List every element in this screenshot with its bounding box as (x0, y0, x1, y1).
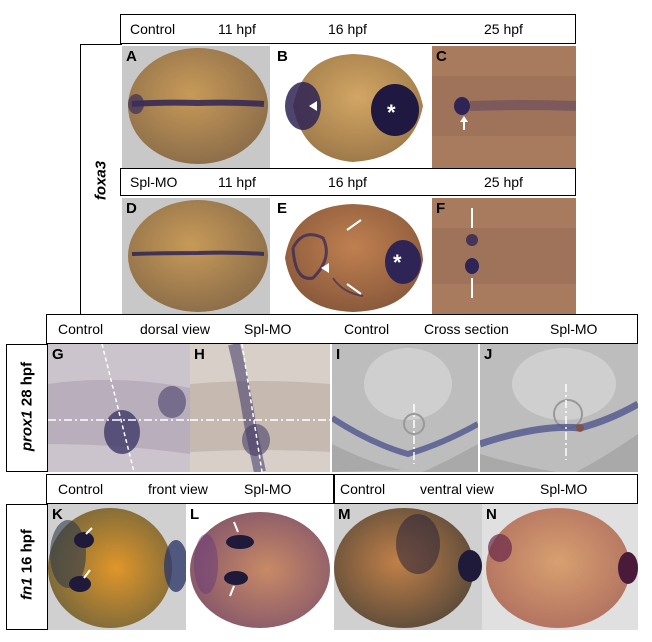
panel-i: I (332, 344, 478, 472)
panel-c: C (432, 46, 576, 168)
row3-front-label: front view (148, 481, 208, 497)
header-16hpf-b-label: 16 hpf (328, 174, 367, 190)
panel-letter-i: I (336, 346, 341, 363)
header-splmo-label: Spl-MO (130, 174, 178, 190)
row3-splmo-label: Spl-MO (244, 481, 292, 497)
header-11hpf-label: 11 hpf (218, 21, 256, 37)
panel-g: G (48, 344, 190, 472)
row2-splmo-label: Spl-MO (244, 321, 292, 337)
panel-h: H (190, 344, 330, 472)
fn1-gene-label: fn1 16 hpf (18, 529, 36, 600)
panel-letter-f: F (436, 200, 446, 217)
panel-m: M (334, 504, 482, 630)
asterisk-mark-e: * (393, 250, 402, 275)
header-11hpf-b-label: 11 hpf (218, 174, 256, 190)
panel-letter-e: E (277, 200, 288, 217)
header-25hpf-label: 25 hpf (484, 21, 523, 37)
row3-splmo2-label: Spl-MO (540, 481, 588, 497)
row3-header-right (334, 474, 638, 504)
row2-header (46, 314, 638, 344)
foxa3-gene-label: foxa3 (92, 160, 110, 201)
row3-header-left (46, 474, 334, 504)
panel-letter-j: J (484, 346, 493, 363)
row2-control-label: Control (58, 321, 104, 337)
panel-letter-b: B (277, 48, 288, 65)
panel-letter-g: G (52, 346, 64, 363)
panel-k: K (48, 504, 186, 630)
panel-f: F (432, 198, 576, 316)
panel-letter-l: L (190, 506, 200, 523)
panel-letter-c: C (436, 48, 447, 65)
panel-d: D (122, 198, 270, 316)
foxa3-label-box (80, 44, 122, 317)
row2-splmo2-label: Spl-MO (550, 321, 598, 337)
panel-l: L (186, 504, 334, 630)
panel-e: E * (273, 198, 429, 316)
panel-letter-k: K (52, 506, 63, 523)
prox1-label-box (6, 344, 48, 472)
prox1-gene-label: prox1 28 hpf (18, 361, 36, 452)
row3-ventral-label: ventral view (420, 481, 494, 497)
header-25hpf-b-label: 25 hpf (484, 174, 523, 190)
panel-j: J (480, 344, 638, 472)
panel-letter-h: H (194, 346, 205, 363)
fn1-label-box (6, 504, 48, 630)
row1-header-splmo (120, 168, 576, 196)
row2-dorsal-label: dorsal view (140, 321, 211, 337)
panel-letter-n: N (486, 506, 497, 523)
row1-header-control (120, 14, 576, 44)
row2-cross-label: Cross section (424, 321, 509, 337)
row2-control2-label: Control (344, 321, 390, 337)
panel-a: A (122, 46, 270, 168)
row3-control2-label: Control (340, 481, 386, 497)
panel-letter-a: A (126, 48, 137, 65)
header-control-label: Control (130, 21, 176, 37)
asterisk-mark: * (387, 100, 396, 125)
panel-b: B * (273, 46, 429, 168)
header-16hpf-label: 16 hpf (328, 21, 367, 37)
panel-letter-d: D (126, 200, 137, 217)
panel-n: N (482, 504, 638, 630)
panel-letter-m: M (338, 506, 351, 523)
row3-control-label: Control (58, 481, 104, 497)
